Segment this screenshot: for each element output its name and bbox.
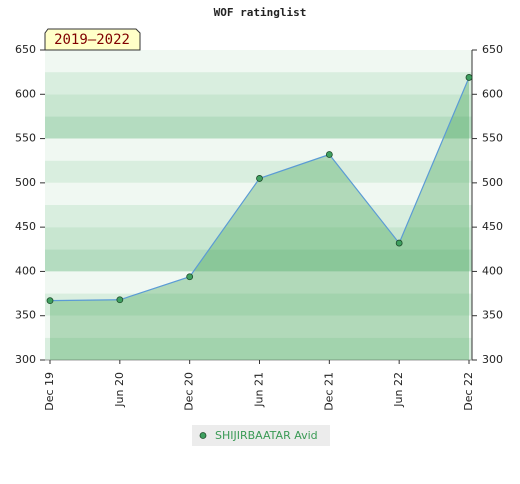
y2-tick-label: 600 [482, 87, 503, 100]
y2-tick-label: 450 [482, 220, 503, 233]
band [45, 227, 472, 250]
band [45, 72, 472, 95]
band [45, 205, 472, 228]
x-tick-label: Dec 22 [462, 372, 475, 411]
y-tick-label: 550 [15, 132, 36, 145]
y-tick-label: 600 [15, 87, 36, 100]
band [45, 138, 472, 161]
y2-tick-label: 500 [482, 176, 503, 189]
band [45, 315, 472, 338]
y2-tick-label: 300 [482, 353, 503, 366]
y-tick-label: 350 [15, 309, 36, 322]
point [395, 239, 403, 247]
plot: 300 350 400 450 500 550 600 650 300 350 400 450 500 5… [15, 28, 503, 446]
x-tick-label: Jun 20 [113, 372, 126, 408]
y2-tick-label: 550 [482, 132, 503, 145]
band [45, 94, 472, 117]
y-tick-label: 450 [15, 220, 36, 233]
y2-tick-label: 400 [482, 264, 503, 277]
point [116, 296, 124, 304]
annotation: 2019–2022 [54, 32, 130, 48]
band [45, 293, 472, 316]
band [45, 116, 472, 139]
legend-label: SHIJIRBAATAR Avid [215, 429, 318, 442]
point [325, 151, 333, 158]
y-tick-label: 400 [15, 264, 36, 277]
y-tick-label: 500 [15, 176, 36, 189]
x-tick-label: Jun 22 [392, 372, 405, 408]
point [256, 175, 263, 182]
plot-background [45, 50, 472, 360]
chart-title: WOF ratinglist [214, 6, 307, 19]
band [45, 50, 472, 73]
band [45, 337, 472, 360]
point [186, 273, 194, 281]
legend-box [192, 425, 330, 446]
y2-tick-label: 350 [482, 309, 503, 322]
x-tick-label: Jun 21 [253, 372, 266, 408]
y2-tick-label: 650 [482, 43, 503, 56]
legend-marker [199, 432, 207, 439]
y-tick-label: 650 [15, 43, 36, 56]
y-tick-label: 300 [15, 353, 36, 366]
band [45, 160, 472, 183]
area [50, 77, 469, 360]
band [45, 249, 472, 272]
x-tick-label: Dec 20 [183, 372, 196, 411]
point [46, 297, 54, 305]
x-tick-label: Dec 19 [43, 372, 56, 411]
point [465, 74, 473, 81]
x-tick-label: Dec 21 [322, 372, 335, 411]
band [45, 271, 472, 294]
annotation-box [44, 28, 141, 51]
